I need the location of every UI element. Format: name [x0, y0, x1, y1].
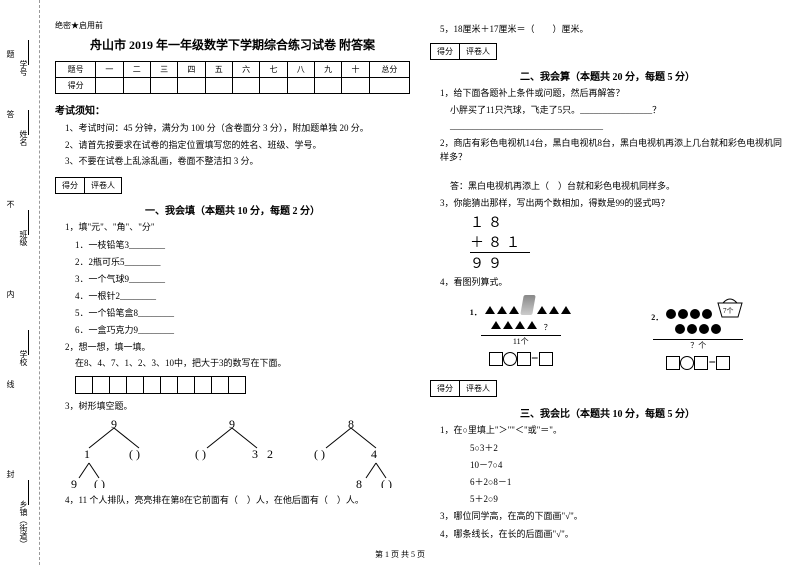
svg-text:( ): ( ) — [129, 447, 140, 461]
s2-q3: 3，你能猜出那样，写出两个数相加，得数是99的竖式吗？ — [440, 196, 785, 210]
score-entry-box: 得分 评卷人 — [55, 177, 122, 194]
tree-icon: 9 ( ) 32 — [187, 418, 277, 488]
pic-group-1: 1． ？ 11个 ＝ — [470, 295, 572, 366]
question-4: 4，11 个人排队，亮亮排在第8在它前面有（ ）人，在他后面有（ ）人。 — [65, 493, 410, 507]
table-row: 得分 — [56, 78, 410, 94]
svg-text:9: 9 — [111, 418, 117, 431]
section-3-title: 三、我会比（本题共 10 分，每题 5 分） — [430, 405, 785, 420]
question-1: 1，填"元"、"角"、"分" — [65, 220, 410, 234]
question-5: 5，18厘米＋17厘米＝（ ）厘米。 — [440, 22, 785, 36]
score-entry-box: 得分 评卷人 — [430, 43, 497, 60]
s2-q1: 1，给下面各题补上条件或问题，然后再解答？ — [440, 86, 785, 100]
pic-group-2: 2． 7个 ？个 ＝ — [651, 295, 745, 370]
right-column: 5，18厘米＋17厘米＝（ ）厘米。 得分 评卷人 二、我会算（本题共 20 分… — [430, 20, 785, 555]
score-entry-box: 得分 评卷人 — [430, 380, 497, 397]
page-footer: 第 1 页 共 5 页 — [0, 549, 800, 560]
notice-item: 2、请首先按要求在试卷的指定位置填写您的姓名、班级、学号。 — [65, 139, 410, 153]
compare-item: 5＋2○9 — [470, 492, 621, 505]
svg-text:9: 9 — [229, 418, 235, 431]
svg-text:( ): ( ) — [195, 447, 206, 461]
answer-line: __________________________________ — [450, 119, 785, 133]
seal-mark: 封 — [5, 470, 16, 478]
sub-item: 3．一个气球9________ — [75, 272, 235, 285]
score-table: 题号 一 二 三 四 五 六 七 八 九 十 总分 得分 — [55, 61, 410, 94]
svg-text:9: 9 — [71, 477, 77, 488]
notice-title: 考试须知： — [55, 102, 410, 117]
svg-text:1: 1 — [84, 447, 90, 461]
sub-item: 6．一盒巧克力9________ — [75, 323, 235, 336]
basket-icon: 7个 — [715, 295, 745, 320]
seal-mark: 答 — [5, 110, 16, 118]
eraser-icon — [520, 295, 536, 315]
s3-q3: 4，哪条线长，在长的后面画"√"。 — [440, 527, 610, 541]
notice-item: 1、考试时间：45 分钟，满分为 100 分（含卷面分 3 分），附加题单独 2… — [65, 122, 410, 136]
seal-mark: 内 — [5, 290, 16, 298]
question-2: 2，想一想，填一填。 — [65, 340, 410, 354]
picture-problems: 1． ？ 11个 ＝ — [430, 295, 785, 370]
svg-text:3: 3 — [252, 447, 258, 461]
svg-text:4: 4 — [371, 447, 377, 461]
s2-q2-ans: 答：黑白电视机再添上（ ）台就和彩色电视机同样多。 — [450, 179, 785, 193]
section-1-title: 一、我会填（本题共 10 分，每题 2 分） — [55, 202, 410, 217]
s2-q2: 2，商店有彩色电视机14台，黑白电视机8台，黑白电视机再添上几台就和彩色电视机同… — [440, 136, 785, 165]
seal-mark: 题 — [5, 50, 16, 58]
sub-item: 2．2瓶可乐5________ — [75, 255, 235, 268]
main-content: 绝密★启用前 舟山市 2019 年一年级数学下学期综合练习试卷 附答案 题号 一… — [40, 0, 800, 565]
s2-q4: 4，看图列算式。 — [440, 275, 785, 289]
svg-text:7个: 7个 — [723, 307, 734, 315]
confidential-mark: 绝密★启用前 — [55, 20, 410, 31]
compare-item: 5○3＋2 — [470, 441, 621, 454]
svg-text:( ): ( ) — [381, 477, 392, 488]
seal-mark: 线 — [5, 380, 16, 388]
tree-icon: 8 ( ) 4 8 ( ) — [306, 418, 396, 488]
binding-field-township: 乡镇（街道） — [18, 500, 29, 548]
svg-text:2: 2 — [267, 447, 273, 461]
question-2-sub: 在8、4、7、1、2、3、10中，把大于3的数写在下面。 — [75, 356, 410, 370]
sub-item: 5．一个铅笔盒8________ — [75, 306, 235, 319]
svg-text:( ): ( ) — [94, 477, 105, 488]
binding-margin: 乡镇（街道） 学校 班级 姓名 学号 封 线 内 不 答 题 — [0, 0, 40, 565]
answer-boxes — [75, 376, 390, 394]
tree-icon: 9 1 ( ) 9 ( ) — [69, 418, 159, 488]
svg-text:8: 8 — [356, 477, 362, 488]
left-column: 绝密★启用前 舟山市 2019 年一年级数学下学期综合练习试卷 附答案 题号 一… — [55, 20, 410, 555]
s3-q2: 3，哪位同学高，在高的下面画"√"。 — [440, 509, 610, 523]
s3-q1: 1，在○里填上"＞""＜"或"＝"。 — [440, 423, 785, 437]
tree-diagrams: 9 1 ( ) 9 ( ) 9 ( ) 32 8 ( ) 4 8 ( ) — [55, 418, 410, 488]
s2-q1-sub: 小胖买了11只汽球，飞走了5只。________________？ — [450, 103, 785, 117]
question-3: 3，树形填空题。 — [65, 399, 410, 413]
notice-item: 3、不要在试卷上乱涂乱画，卷面不整洁扣 3 分。 — [65, 155, 410, 169]
svg-text:8: 8 — [348, 418, 354, 431]
compare-item: 10－7○4 — [470, 458, 621, 471]
sub-item: 1．一枝铅笔3________ — [75, 238, 235, 251]
table-row: 题号 一 二 三 四 五 六 七 八 九 十 总分 — [56, 62, 410, 78]
exam-title: 舟山市 2019 年一年级数学下学期综合练习试卷 附答案 — [55, 36, 410, 53]
section-2-title: 二、我会算（本题共 20 分，每题 5 分） — [430, 68, 785, 83]
svg-text:( ): ( ) — [314, 447, 325, 461]
seal-mark: 不 — [5, 200, 16, 208]
sub-item: 4．一根针2________ — [75, 289, 235, 302]
vertical-calculation: １８ ＋８１ ９９ — [470, 212, 785, 273]
compare-item: 6＋2○8－1 — [470, 475, 621, 488]
